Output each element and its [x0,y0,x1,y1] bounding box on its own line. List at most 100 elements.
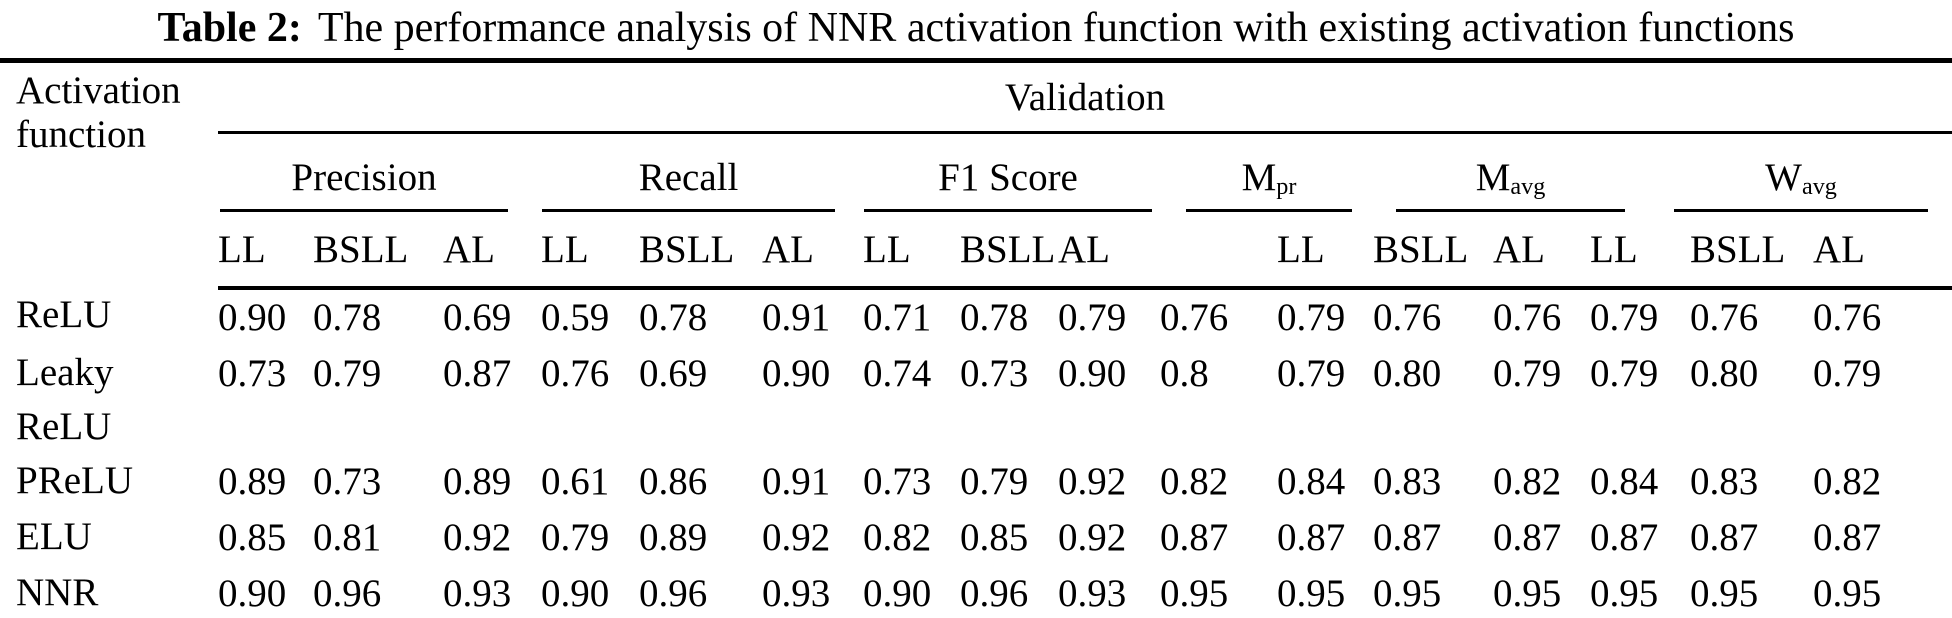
value-cell: 0.81 [313,516,382,559]
value-cell: 0.83 [1373,460,1442,503]
group-label: W [1765,156,1802,199]
table-row-relu: ReLU 0.90 0.78 0.69 0.59 0.78 0.91 0.71 … [0,288,1952,346]
value-cell: 0.90 [218,572,287,615]
value-cell: 0.96 [960,572,1029,615]
value-cell: 0.79 [1493,352,1562,395]
group-label: M [1241,156,1277,199]
group-header-f1-score: F1 Score [863,133,1160,212]
value-cell: 0.90 [863,572,932,615]
value-cell: 0.76 [1690,296,1759,339]
value-cell: 0.79 [1277,296,1346,339]
value-cell: 0.80 [1373,352,1442,395]
value-cell: 0.76 [1160,296,1229,339]
subheader-cell: BSLL [313,212,443,290]
group-label: M [1475,156,1511,199]
table-row-nnr: NNR 0.90 0.96 0.93 0.90 0.96 0.93 0.90 0… [0,566,1952,618]
group-header-wavg: Wavg [1590,133,1952,212]
value-cell: 0.87 [1813,516,1882,559]
group-label: Precision [291,156,437,199]
value-cell: 0.89 [218,460,287,503]
value-cell: 0.95 [1493,572,1562,615]
value-cell: 0.93 [443,572,512,615]
subheader-cell: BSLL [960,212,1058,290]
value-cell: 0.92 [762,516,831,559]
value-cell: 0.76 [1373,296,1442,339]
value-cell: 0.92 [1058,460,1127,503]
performance-table: Activation function Validation Precision… [0,58,1952,618]
value-cell: 0.89 [443,460,512,503]
value-cell: 0.84 [1277,460,1346,503]
value-cell: 0.90 [541,572,610,615]
group-label-subscript: pr [1276,173,1297,201]
value-cell: 0.95 [1277,572,1346,615]
value-cell: 0.69 [639,352,708,395]
value-cell: 0.89 [639,516,708,559]
value-cell: 0.59 [541,296,610,339]
value-cell: 0.93 [1058,572,1127,615]
subheader-cell: LL [1277,212,1373,290]
value-cell: 0.79 [1277,352,1346,395]
value-cell: 0.78 [639,296,708,339]
value-cell: 0.92 [1058,516,1127,559]
table-caption-text: The performance analysis of NNR activati… [317,5,1795,51]
value-cell: 0.95 [1690,572,1759,615]
value-cell: 0.79 [1590,352,1659,395]
row-header-activation-function: Activation function [16,69,181,156]
value-cell: 0.82 [1160,460,1229,503]
value-cell: 0.73 [863,460,932,503]
row-label: NNR [16,571,99,614]
value-cell: 0.90 [218,296,287,339]
value-cell: 0.76 [1813,296,1882,339]
value-cell: 0.90 [762,352,831,395]
group-label-subscript: avg [1801,173,1837,201]
value-cell: 0.87 [1373,516,1442,559]
value-cell: 0.87 [1590,516,1659,559]
value-cell: 0.95 [1813,572,1882,615]
table-row-elu: ELU 0.85 0.81 0.92 0.79 0.89 0.92 0.82 0… [0,510,1952,566]
group-label: F1 Score [938,156,1078,199]
subheader-cell: AL [1813,212,1952,290]
value-cell: 0.91 [762,296,831,339]
value-cell: 0.61 [541,460,610,503]
value-cell: 0.79 [960,460,1029,503]
group-label: Recall [638,156,739,199]
value-cell: 0.96 [313,572,382,615]
value-cell: 0.95 [1590,572,1659,615]
value-cell: 0.83 [1690,460,1759,503]
value-cell: 0.79 [1590,296,1659,339]
row-label: PReLU [16,459,133,502]
value-cell: 0.87 [1277,516,1346,559]
table-row-prelu: PReLU 0.89 0.73 0.89 0.61 0.86 0.91 0.73… [0,454,1952,510]
group-label-subscript: avg [1510,173,1546,201]
value-cell: 0.86 [639,460,708,503]
value-cell: 0.79 [541,516,610,559]
subheader-cell: BSLL [639,212,762,290]
subheader-cell: LL [218,212,313,290]
value-cell: 0.91 [762,460,831,503]
header-row-validation: Activation function Validation [0,60,1952,156]
value-cell: 0.87 [1493,516,1562,559]
table-caption: Table 2: The performance analysis of NNR … [0,0,1952,56]
header-row-groups: Precision Recall F1 Score Mpr Mavg Wavg [0,133,1952,212]
table-caption-label: Table 2: [157,5,302,51]
value-cell: 0.80 [1690,352,1759,395]
value-cell: 0.73 [960,352,1029,395]
subheader-cell: LL [541,212,639,290]
subheader-cell: BSLL [1690,212,1813,290]
group-header-recall: Recall [541,133,863,212]
value-cell: 0.95 [1160,572,1229,615]
value-cell: 0.90 [1058,352,1127,395]
value-cell: 0.76 [541,352,610,395]
subheader-cell: AL [1058,212,1160,290]
value-cell: 0.87 [1160,516,1229,559]
value-cell: 0.69 [443,296,512,339]
value-cell: 0.87 [1690,516,1759,559]
value-cell: 0.96 [639,572,708,615]
value-cell: 0.79 [313,352,382,395]
row-label: ReLU [16,293,112,336]
row-label: ELU [16,515,92,558]
value-cell: 0.85 [960,516,1029,559]
value-cell: 0.8 [1160,352,1209,395]
subheader-cell: BSLL [1373,212,1493,290]
subheader-cell: LL [863,212,960,290]
